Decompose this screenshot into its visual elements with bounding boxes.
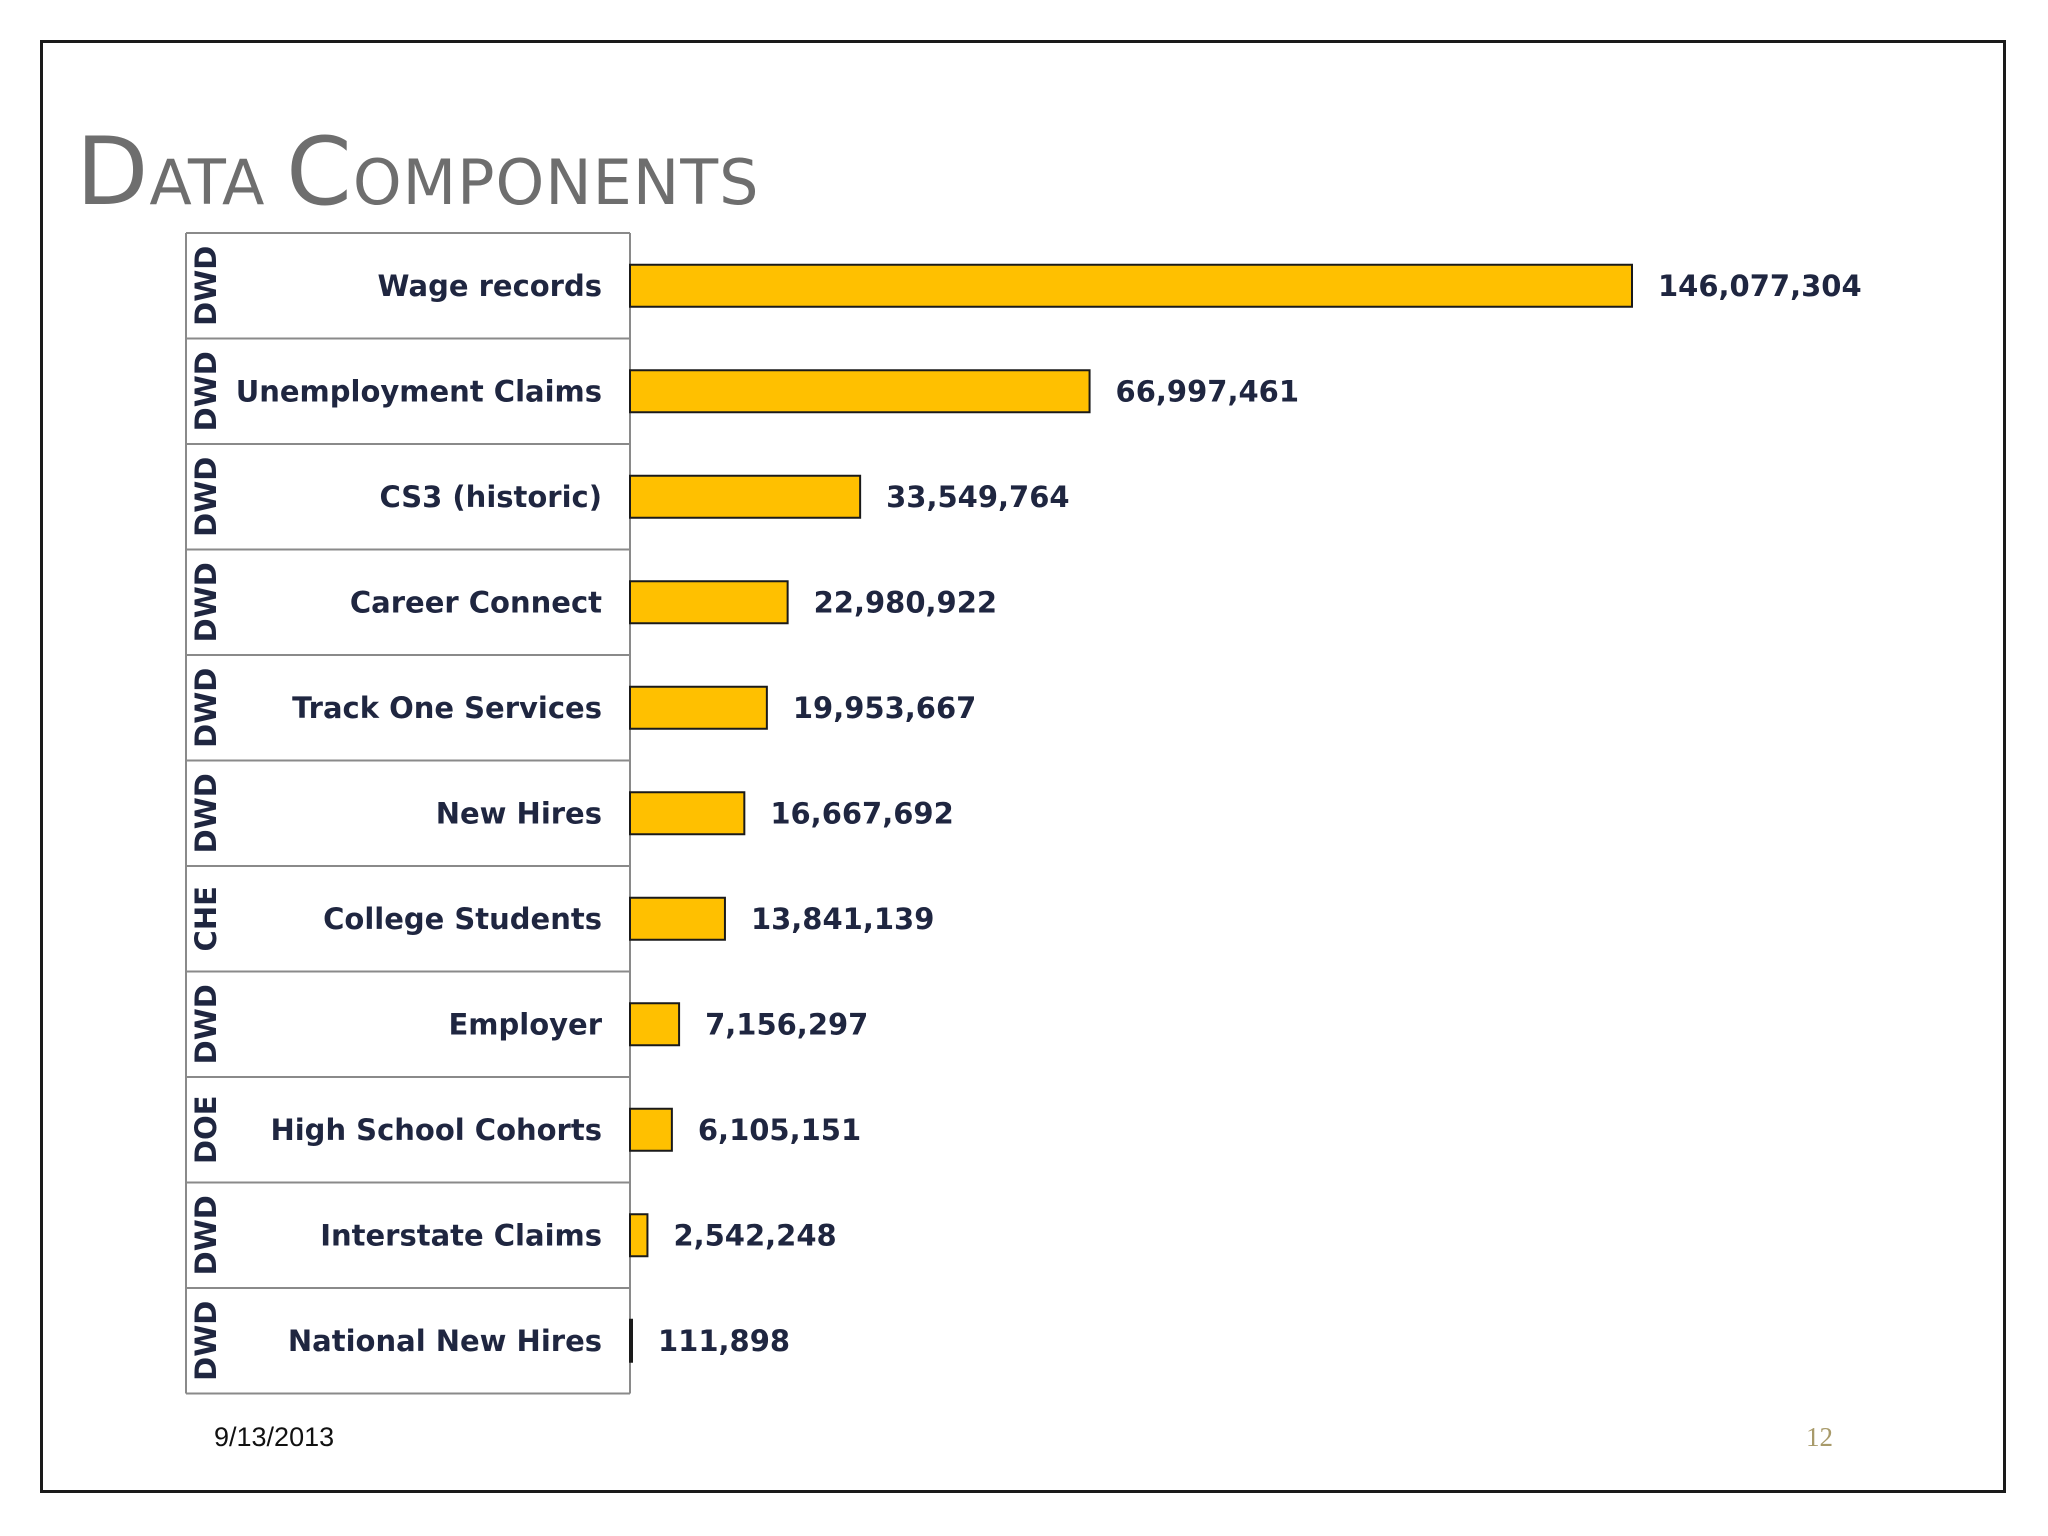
bar xyxy=(629,1107,673,1152)
value-label: 146,077,304 xyxy=(1658,269,1862,303)
category-label: Interstate Claims xyxy=(320,1218,602,1252)
title-word-data: ATA xyxy=(149,146,287,219)
agency-label: CHE xyxy=(189,886,223,951)
category-label: College Students xyxy=(323,902,602,936)
value-label: 7,156,297 xyxy=(705,1007,868,1041)
value-label: 22,980,922 xyxy=(814,585,997,619)
category-label: High School Cohorts xyxy=(270,1113,602,1147)
bar xyxy=(629,263,1633,308)
agency-label: DWD xyxy=(189,984,223,1064)
agency-label: DWD xyxy=(189,246,223,326)
category-label: Wage records xyxy=(378,269,602,303)
bar xyxy=(629,369,1091,414)
title-cap-c: C xyxy=(286,118,353,227)
value-label: 16,667,692 xyxy=(770,796,953,830)
value-label: 111,898 xyxy=(658,1324,790,1358)
bar xyxy=(629,685,768,730)
agency-label: DOE xyxy=(189,1095,223,1164)
value-label: 6,105,151 xyxy=(698,1113,861,1147)
bar xyxy=(629,474,862,519)
page-number: 12 xyxy=(1806,1422,1833,1452)
agency-label: DWD xyxy=(189,668,223,748)
value-label: 66,997,461 xyxy=(1116,374,1299,408)
agency-label: DWD xyxy=(189,457,223,537)
category-label: National New Hires xyxy=(288,1324,602,1358)
category-label: Unemployment Claims xyxy=(236,374,602,408)
category-label: Career Connect xyxy=(350,585,602,619)
agency-label: DWD xyxy=(189,1195,223,1275)
bar xyxy=(629,580,789,625)
bar xyxy=(629,1002,681,1047)
category-label: CS3 (historic) xyxy=(379,480,602,514)
bar xyxy=(629,1213,649,1258)
agency-label: DWD xyxy=(189,773,223,853)
bar xyxy=(629,791,746,836)
value-label: 2,542,248 xyxy=(673,1218,836,1252)
value-label: 13,841,139 xyxy=(751,902,934,936)
value-label: 19,953,667 xyxy=(793,691,976,725)
bar xyxy=(629,896,726,941)
footer-date: 9/13/2013 xyxy=(214,1422,335,1452)
title-word-components: OMPONENTS xyxy=(352,146,760,219)
slide-title: DATA COMPONENTS xyxy=(76,118,759,227)
title-cap-d: D xyxy=(76,118,150,227)
agency-label: DWD xyxy=(189,1301,223,1381)
agency-label: DWD xyxy=(189,351,223,431)
value-label: 33,549,764 xyxy=(886,480,1069,514)
bar xyxy=(629,1318,633,1363)
agency-label: DWD xyxy=(189,562,223,642)
category-label: Track One Services xyxy=(292,691,602,725)
category-label: New Hires xyxy=(436,796,602,830)
category-label: Employer xyxy=(448,1007,602,1041)
